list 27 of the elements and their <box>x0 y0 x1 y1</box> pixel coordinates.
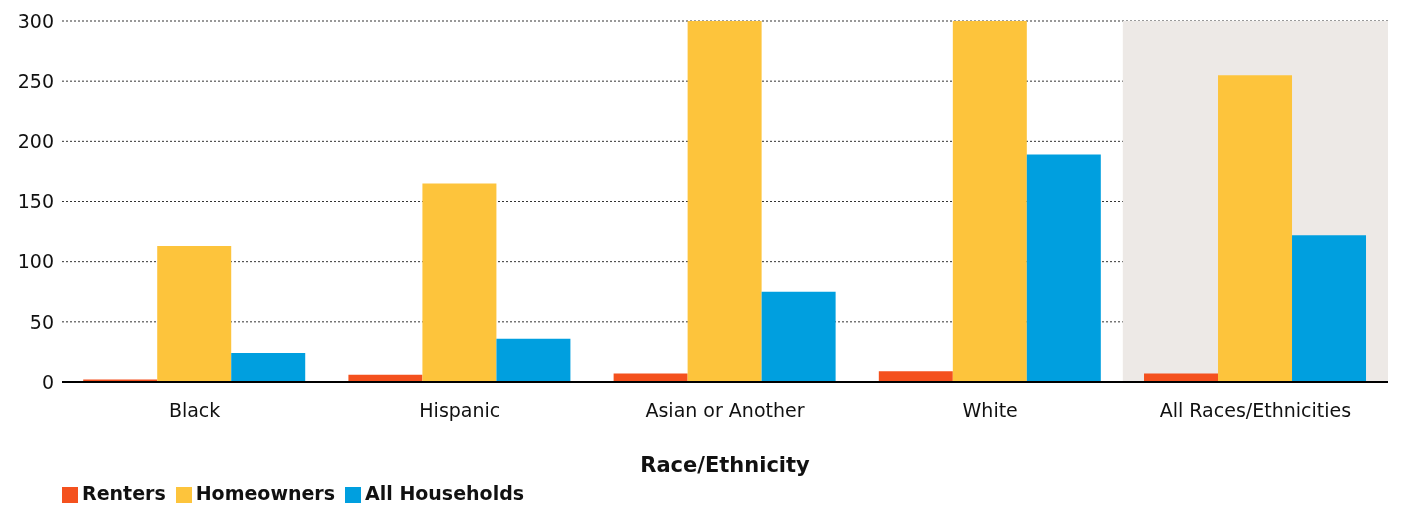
x-tick-label: White <box>962 399 1018 422</box>
y-tick-label: 100 <box>17 250 54 273</box>
bar <box>952 21 1027 382</box>
bar <box>422 183 497 382</box>
bar <box>761 291 836 382</box>
bar <box>1026 154 1101 382</box>
x-tick-label: Hispanic <box>419 399 501 422</box>
bar <box>1218 75 1293 382</box>
x-tick-label: All Races/Ethnicities <box>1159 399 1352 422</box>
bar <box>878 371 953 382</box>
bar <box>157 246 232 382</box>
bar <box>1292 235 1367 382</box>
y-tick-label: 150 <box>17 190 54 213</box>
bar <box>687 21 762 382</box>
legend-label: Renters <box>82 482 166 504</box>
bar <box>496 338 571 382</box>
x-tick-label: Black <box>168 399 221 422</box>
y-tick-label: 50 <box>29 310 54 333</box>
y-tick-label: 250 <box>17 69 54 92</box>
bar <box>231 353 306 382</box>
x-tick-label: Asian or Another <box>645 399 805 422</box>
legend-label: All Households <box>365 482 525 504</box>
legend-label: Homeowners <box>195 482 336 504</box>
y-tick-label: 300 <box>17 9 54 32</box>
y-tick-label: 200 <box>17 130 54 153</box>
x-axis-title: Race/Ethnicity <box>640 453 811 477</box>
y-tick-label: 0 <box>41 370 54 393</box>
